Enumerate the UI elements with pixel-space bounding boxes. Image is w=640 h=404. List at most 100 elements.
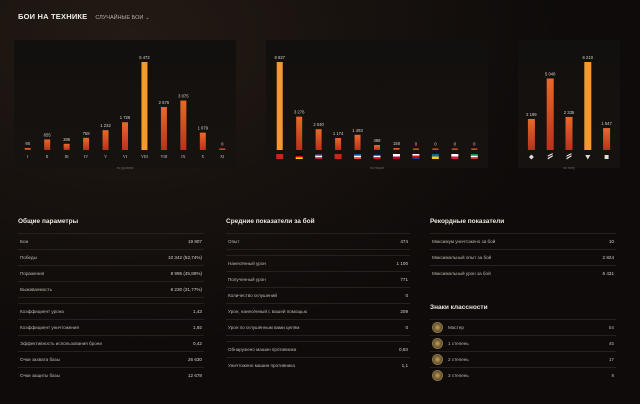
stat-value: 19 807 xyxy=(187,239,202,244)
stat-value: 1 100 xyxy=(396,261,409,266)
chart-bar xyxy=(141,62,148,150)
chart-tick-label: II xyxy=(46,154,49,159)
chart-by-nation: 8 637 3 276 2 040 1 174 1 493 488 158 0 0 0 0 по н… xyxy=(266,40,488,170)
chart-value-label: 0 xyxy=(434,142,437,147)
chart-bar xyxy=(471,148,478,150)
chart-bar xyxy=(374,145,380,150)
general-stats-title: Общие параметры xyxy=(18,218,79,225)
chart-tick-label: X xyxy=(201,154,204,159)
chart-value-label: 5 472 xyxy=(139,55,150,60)
chart-value-label: 0 xyxy=(415,142,418,147)
mastery-label: 2 степень xyxy=(448,357,469,362)
flag-icon xyxy=(392,156,400,159)
chart-value-label: 6 210 xyxy=(583,55,594,60)
chart-tick-label: IV xyxy=(84,154,88,159)
stat-label: Эффективность использования брони xyxy=(20,341,102,346)
flag-icon xyxy=(354,154,362,156)
mastery-row: 2 степень 17 xyxy=(430,351,616,367)
stat-value: 209 xyxy=(400,309,408,314)
average-stats-title: Средние показатели за бой xyxy=(226,218,315,225)
mastery-left: 2 степень xyxy=(432,354,469,365)
flag-icon xyxy=(373,154,381,156)
chart-bar xyxy=(451,148,458,150)
stat-label: Урон, нанесённый с вашей помощью xyxy=(228,309,308,314)
battle-type-dropdown[interactable]: СЛУЧАЙНЫЕ БОИ ⌄ xyxy=(95,15,149,21)
stat-row: Максимум уничтожено за бой 10 xyxy=(430,233,616,249)
stat-value: 26 630 xyxy=(187,357,202,362)
stat-row: Обнаружено машин противника 0,83 xyxy=(226,341,410,357)
mastery-value: 45 xyxy=(608,341,614,346)
flag-icon xyxy=(315,157,323,159)
stat-row: Опыт 474 xyxy=(226,233,410,249)
divider xyxy=(18,297,204,303)
chart-bar xyxy=(315,129,322,150)
flag-icon xyxy=(354,157,362,159)
stat-value: 0,42 xyxy=(193,341,202,346)
chart-bar xyxy=(393,148,400,150)
chart-tick-label: VI xyxy=(123,154,128,159)
flag-icon xyxy=(470,154,478,156)
chart-by-type: 2 189 5 046 2 335 6 210 1 547 по типу xyxy=(518,40,620,170)
stat-label: Коэффициент урона xyxy=(20,309,64,314)
chart-bar xyxy=(24,148,31,150)
flag-icon xyxy=(431,156,439,159)
chart-bar xyxy=(44,139,51,150)
stat-value: 0 xyxy=(405,293,408,298)
mastery-row: Мастер 54 xyxy=(430,319,616,335)
chart-tick-label: III xyxy=(65,154,70,159)
stat-value: 1,92 xyxy=(193,325,202,330)
stat-row: Коэффициент уничтожения 1,92 xyxy=(18,319,204,335)
flag-icon xyxy=(412,157,420,159)
chart-by-type-svg: 2 189 5 046 2 335 6 210 1 547 xyxy=(526,55,613,160)
stat-value: 0,83 xyxy=(399,347,408,352)
flag-icon xyxy=(412,155,420,158)
stat-value: 8 995 (45,88%) xyxy=(170,271,202,276)
mastery-badge-icon xyxy=(432,338,443,349)
page-header: БОИ НА ТЕХНИКЕ СЛУЧАЙНЫЕ БОИ ⌄ xyxy=(18,12,150,21)
stat-label: Количество оглушений xyxy=(228,293,277,298)
mastery-title: Знаки классности xyxy=(430,304,488,311)
chart-tick-label: V xyxy=(104,154,107,159)
vehicle-type-icon xyxy=(604,155,609,159)
stat-value: 2 824 xyxy=(602,255,615,260)
chart-bar xyxy=(584,62,592,150)
chart-bar xyxy=(335,138,342,150)
record-stats: Рекордные показатели Максимум уничтожено… xyxy=(430,218,616,281)
stat-label: Выживаемость xyxy=(20,287,53,292)
chart-value-label: 0 xyxy=(454,142,457,147)
stat-label: Опыт xyxy=(228,239,240,244)
stat-row: Максимальный опыт за бой 2 824 xyxy=(430,249,616,265)
flag-icon xyxy=(315,155,323,158)
chart-value-label: 2 040 xyxy=(313,122,324,127)
flag-icon xyxy=(451,154,459,157)
stat-row: Выживаемость 6 230 (31,77%) xyxy=(18,281,204,297)
chart-value-label: 5 046 xyxy=(545,71,556,76)
vehicle-type-icon xyxy=(547,153,553,160)
stat-label: Очки защиты базы xyxy=(20,373,60,378)
chart-by-tier-svg: 90 I 655 II 386 III 758 IV 1 232 V 1 726 VI 5 472 VII… xyxy=(24,55,226,159)
mastery-left: 3 степень xyxy=(432,370,469,381)
flag-icon xyxy=(295,157,303,159)
chart-value-label: 3 075 xyxy=(178,94,189,99)
stat-label: Коэффициент уничтожения xyxy=(20,325,79,330)
chart-bar xyxy=(160,106,167,150)
chart-bar xyxy=(199,132,206,150)
chart-value-label: 1 547 xyxy=(601,121,612,126)
stat-label: Бои xyxy=(20,239,29,244)
mastery-label: Мастер xyxy=(448,325,464,330)
average-stats: Средние показатели за бой Опыт 474 Нанесё… xyxy=(226,218,410,373)
mastery-value: 17 xyxy=(608,357,614,362)
flag-icon xyxy=(373,155,381,158)
chart-by-tier-caption: по уровню xyxy=(116,166,134,170)
chart-value-label: 2 676 xyxy=(159,100,170,105)
chart-value-label: 3 276 xyxy=(294,110,305,115)
general-stats: Общие параметры Бои 19 807 Победы 10 342 (5… xyxy=(18,218,204,383)
chart-by-nation-svg: 8 637 3 276 2 040 1 174 1 493 488 158 0 0 0 0 xyxy=(274,55,478,159)
flag-icon xyxy=(315,154,323,156)
chart-bar xyxy=(412,148,419,150)
flag-icon xyxy=(412,154,420,156)
stat-label: Победы xyxy=(20,255,37,260)
chart-by-type-caption: по типу xyxy=(562,166,576,170)
mastery-left: 1 степень xyxy=(432,338,469,349)
chart-bar xyxy=(527,118,535,150)
